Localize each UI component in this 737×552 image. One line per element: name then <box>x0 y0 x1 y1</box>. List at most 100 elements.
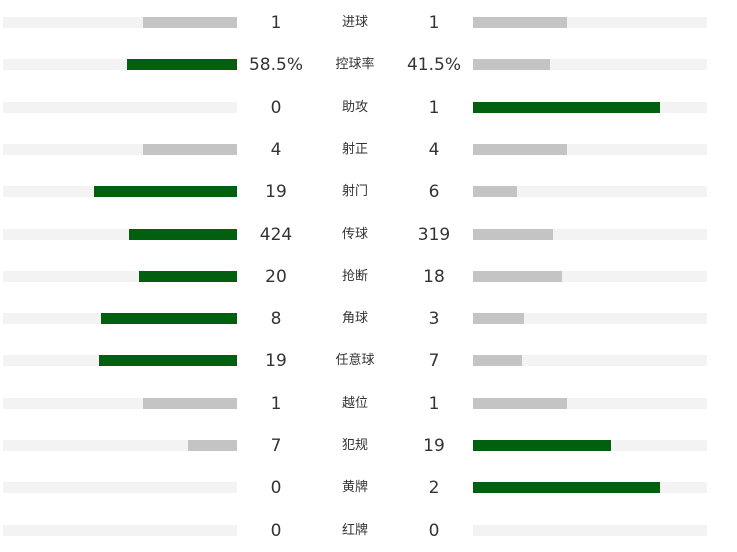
away-bar-track <box>473 143 707 155</box>
home-value: 20 <box>265 266 287 287</box>
stat-row: 0 黄牌 2 <box>0 473 737 503</box>
home-bar-track <box>3 186 237 198</box>
away-bar <box>473 355 522 367</box>
home-bar-track <box>3 355 237 367</box>
away-bar-track <box>473 59 707 71</box>
home-value: 58.5% <box>248 55 303 76</box>
home-value: 19 <box>265 182 287 203</box>
away-bar-track <box>473 313 707 325</box>
home-bar-track <box>3 524 237 536</box>
home-bar-track <box>3 313 237 325</box>
stat-label: 黄牌 <box>341 480 368 496</box>
home-bar-track <box>3 397 237 409</box>
away-value: 19 <box>423 436 445 456</box>
home-bar <box>94 186 237 198</box>
away-bar <box>473 101 660 113</box>
home-value: 0 <box>270 97 282 118</box>
away-value: 1 <box>428 393 440 414</box>
stat-row: 424 传球 319 <box>0 220 737 250</box>
home-value: 19 <box>265 351 287 372</box>
stat-label: 犯规 <box>341 438 368 453</box>
stat-label: 红牌 <box>341 522 368 538</box>
home-bar-track <box>3 59 237 71</box>
home-bar <box>99 355 237 367</box>
away-bar-track <box>473 17 707 28</box>
away-bar-track <box>473 101 707 113</box>
away-bar-track <box>473 524 707 536</box>
away-value: 1 <box>428 97 440 118</box>
away-bar <box>473 17 567 28</box>
home-bar-track <box>3 440 237 451</box>
away-bar <box>473 397 567 409</box>
stat-row: 7 犯规 19 <box>0 431 737 461</box>
stat-row: 0 红牌 0 <box>0 516 737 546</box>
away-value: 3 <box>428 309 440 330</box>
stat-label: 射正 <box>341 141 368 157</box>
away-value: 0 <box>428 520 440 541</box>
stat-label: 射门 <box>341 184 368 200</box>
home-bar <box>143 17 237 28</box>
home-value: 0 <box>270 478 282 499</box>
away-bar <box>473 186 517 198</box>
stat-row: 1 进球 1 <box>0 8 737 38</box>
away-bar-track <box>473 397 707 409</box>
home-value: 1 <box>270 13 282 33</box>
away-bar-track <box>473 270 707 282</box>
home-bar-track <box>3 228 237 240</box>
stat-row: 19 任意球 7 <box>0 346 737 376</box>
home-bar-track <box>3 143 237 155</box>
stat-row: 1 越位 1 <box>0 389 737 419</box>
away-value: 18 <box>423 266 445 287</box>
stat-label: 越位 <box>341 395 368 411</box>
stat-label: 助攻 <box>341 99 368 115</box>
home-bar <box>101 313 237 325</box>
away-bar <box>473 313 524 325</box>
home-value: 7 <box>270 436 282 456</box>
stat-label: 控球率 <box>335 57 375 73</box>
home-value: 424 <box>259 224 293 245</box>
away-value: 4 <box>428 139 440 160</box>
home-value: 1 <box>270 393 282 414</box>
away-value: 1 <box>428 13 440 33</box>
away-bar-track <box>473 355 707 367</box>
home-bar <box>143 397 237 409</box>
stat-label: 角球 <box>341 311 368 327</box>
away-bar <box>473 440 611 451</box>
stat-label: 任意球 <box>335 353 375 369</box>
away-bar <box>473 228 553 240</box>
away-value: 7 <box>428 351 440 372</box>
stat-row: 0 助攻 1 <box>0 93 737 123</box>
home-value: 4 <box>270 139 282 160</box>
away-bar <box>473 482 660 494</box>
home-bar-track <box>3 17 237 28</box>
away-value: 319 <box>417 224 451 245</box>
away-bar-track <box>473 228 707 240</box>
away-value: 6 <box>428 182 440 203</box>
home-bar-track <box>3 270 237 282</box>
away-bar-track <box>473 440 707 451</box>
away-bar <box>473 143 567 155</box>
home-value: 8 <box>270 309 282 330</box>
stat-label: 进球 <box>341 15 368 30</box>
home-bar <box>129 228 237 240</box>
stat-row: 4 射正 4 <box>0 135 737 165</box>
away-bar <box>473 270 562 282</box>
away-bar-track <box>473 482 707 494</box>
away-value: 41.5% <box>406 55 461 76</box>
home-bar <box>188 440 237 451</box>
home-bar <box>127 59 237 71</box>
stat-row: 19 射门 6 <box>0 177 737 207</box>
home-bar-track <box>3 101 237 113</box>
stat-row: 58.5% 控球率 41.5% <box>0 50 737 80</box>
home-bar-track <box>3 482 237 494</box>
stat-label: 抢断 <box>341 268 368 284</box>
away-bar <box>473 59 550 71</box>
away-bar-track <box>473 186 707 198</box>
stat-label: 传球 <box>341 226 368 242</box>
home-bar <box>143 143 237 155</box>
home-bar <box>139 270 237 282</box>
stat-row: 8 角球 3 <box>0 304 737 334</box>
home-value: 0 <box>270 520 282 541</box>
stat-row: 20 抢断 18 <box>0 262 737 292</box>
